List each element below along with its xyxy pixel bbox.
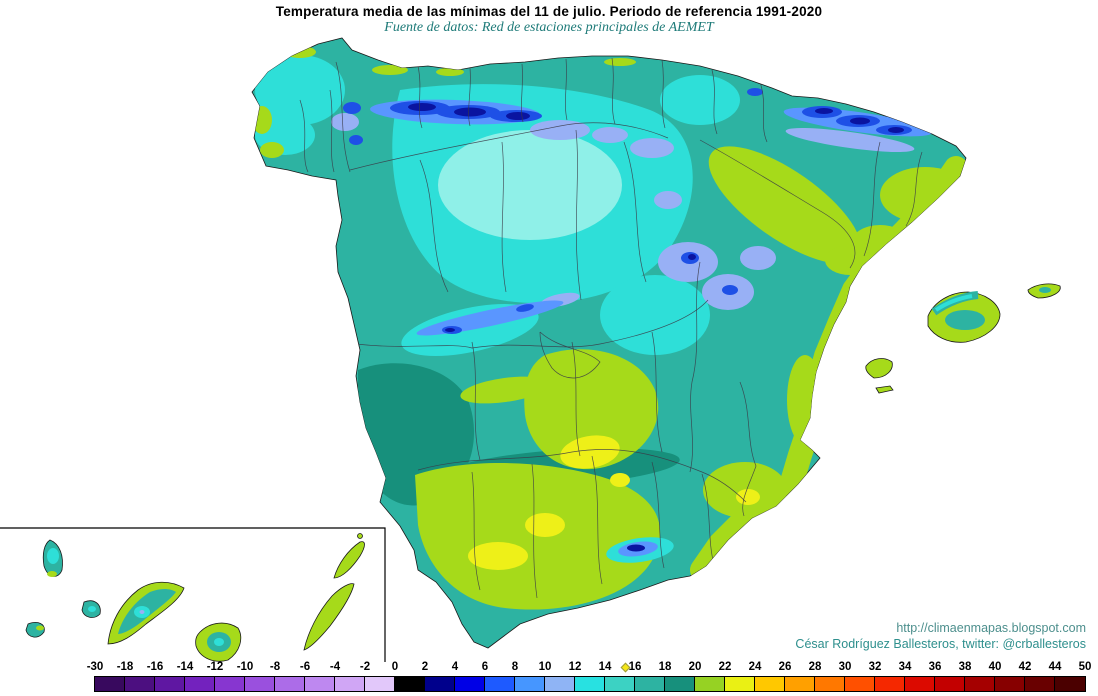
colorbar-cell <box>665 677 695 691</box>
colorbar-cell <box>185 677 215 691</box>
colorbar-cell <box>575 677 605 691</box>
colorbar-label: 12 <box>568 661 582 673</box>
colorbar-label: 34 <box>898 661 912 673</box>
colorbar-cell <box>935 677 965 691</box>
colorbar-cell <box>755 677 785 691</box>
map-subtitle: Fuente de datos: Red de estaciones princ… <box>384 20 714 35</box>
colorbar-label: 18 <box>658 661 672 673</box>
colorbar-label: 36 <box>928 661 942 673</box>
colorbar-cell <box>695 677 725 691</box>
colorbar-cell <box>215 677 245 691</box>
colorbar-label: 24 <box>748 661 762 673</box>
colorbar-label: -4 <box>329 661 341 673</box>
colorbar-cell <box>275 677 305 691</box>
colorbar-cell <box>155 677 185 691</box>
colorbar-label: 16 <box>628 661 642 673</box>
inset-border <box>0 527 386 662</box>
credits: http://climaenmapas.blogspot.com César R… <box>795 620 1086 652</box>
colorbar-cell <box>485 677 515 691</box>
colorbar-label: -6 <box>299 661 311 673</box>
colorbar-label: 0 <box>391 661 399 673</box>
colorbar-label: 26 <box>778 661 792 673</box>
colorbar-cell <box>875 677 905 691</box>
colorbar-label: -10 <box>236 661 254 673</box>
colorbar-cell <box>905 677 935 691</box>
colorbar-cell <box>545 677 575 691</box>
province-boundaries <box>299 57 923 599</box>
colorbar-cell <box>815 677 845 691</box>
colorbar-cell <box>425 677 455 691</box>
colorbar <box>94 676 1086 692</box>
temperature-regions <box>252 46 966 610</box>
colorbar-label: 8 <box>511 661 519 673</box>
colorbar-label: 10 <box>538 661 552 673</box>
island-ibiza <box>865 358 893 379</box>
credits-author: César Rodríguez Ballesteros, twitter: @c… <box>795 637 1086 651</box>
mountain-cold-regions <box>331 88 933 563</box>
island-formentera <box>875 385 894 394</box>
colorbar-cell <box>605 677 635 691</box>
colorbar-cell <box>785 677 815 691</box>
hot-yellow-spots <box>468 435 760 570</box>
canary-islands-inset <box>0 527 386 662</box>
colorbar-cell <box>845 677 875 691</box>
colorbar-label: -8 <box>269 661 281 673</box>
colorbar-cell <box>455 677 485 691</box>
colorbar-label: 40 <box>988 661 1002 673</box>
credits-url: http://climaenmapas.blogspot.com <box>896 621 1086 635</box>
colorbar-label: 4 <box>451 661 459 673</box>
mainland-spain <box>251 37 967 649</box>
colorbar-cell <box>95 677 125 691</box>
colorbar-label: 32 <box>868 661 882 673</box>
colorbar-cell <box>245 677 275 691</box>
colorbar-label: 22 <box>718 661 732 673</box>
colorbar-cell <box>365 677 395 691</box>
colorbar-label: -12 <box>206 661 224 673</box>
island-lanzarote <box>333 541 365 579</box>
colorbar-cell <box>335 677 365 691</box>
colorbar-label: 50 <box>1078 661 1092 673</box>
colorbar-label: -14 <box>176 661 194 673</box>
colorbar-cell <box>515 677 545 691</box>
colorbar-cell <box>1055 677 1085 691</box>
colorbar-label: 28 <box>808 661 822 673</box>
colorbar-cell <box>995 677 1025 691</box>
colorbar-cell <box>305 677 335 691</box>
colorbar-cell <box>725 677 755 691</box>
colorbar-label: 6 <box>481 661 489 673</box>
colorbar-label: 44 <box>1048 661 1062 673</box>
colorbar-label: 30 <box>838 661 852 673</box>
colorbar-label: -16 <box>146 661 164 673</box>
colorbar-cell <box>635 677 665 691</box>
colorbar-label: 2 <box>421 661 429 673</box>
map-title: Temperatura media de las mínimas del 11 … <box>275 4 823 19</box>
island-fuerteventura <box>303 583 355 651</box>
balearic-islands <box>865 283 1061 394</box>
colorbar-cell <box>1025 677 1055 691</box>
colorbar-label: 20 <box>688 661 702 673</box>
colorbar-label: -18 <box>116 661 134 673</box>
colorbar-label: 14 <box>598 661 612 673</box>
colorbar-label: 38 <box>958 661 972 673</box>
colorbar-label: 42 <box>1018 661 1032 673</box>
colorbar-label: -2 <box>359 661 371 673</box>
colorbar-cell <box>125 677 155 691</box>
colorbar-cell <box>965 677 995 691</box>
colorbar-labels: -30 -18 -16 -14 -12 -10 -8 -6 -4 -2 0 2 4 6 8 10 12 14 16 1… <box>87 661 1092 675</box>
colorbar-label: -30 <box>86 661 104 673</box>
island-la-graciosa <box>357 533 363 539</box>
colorbar-cell <box>395 677 425 691</box>
